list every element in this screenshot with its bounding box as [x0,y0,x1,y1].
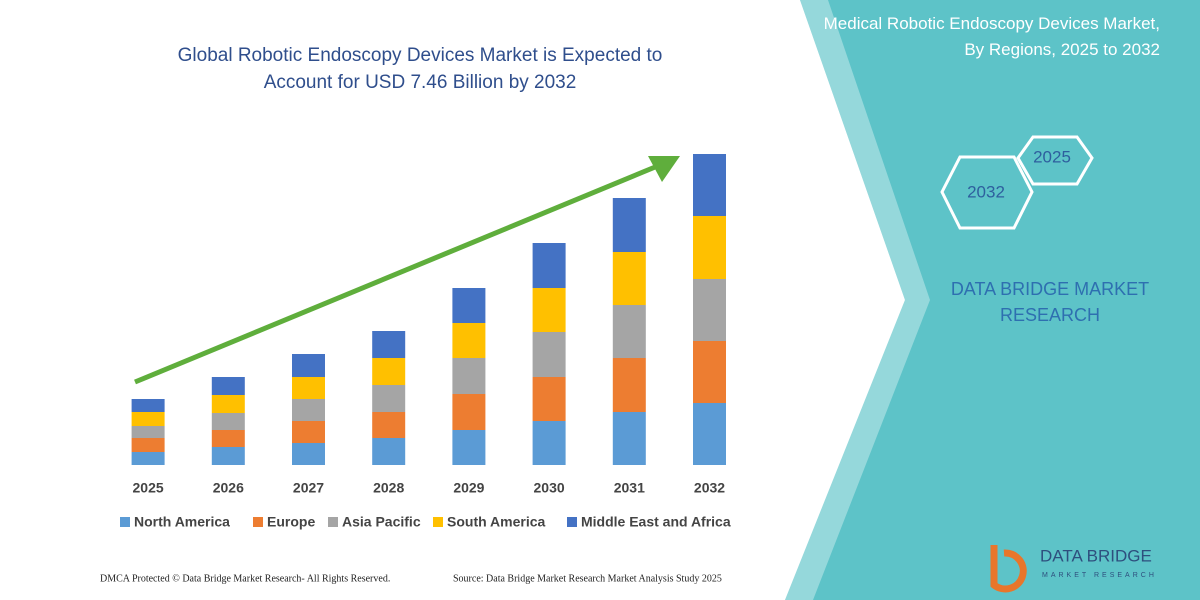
bar-segment [532,288,566,332]
hexagon [940,155,1034,230]
bar-segment [532,243,566,288]
bar-segment [612,198,646,252]
bar-segment [372,331,406,358]
bar-segment [292,354,325,377]
chart-title: Global Robotic Endoscopy Devices Market … [178,45,663,93]
bar-segment [211,430,245,447]
bar-segment [131,452,165,465]
bar-segment [211,447,245,465]
hexagon-label: 2032 [967,182,1005,201]
bar-segment [131,438,165,452]
bar-segment [372,438,406,465]
bar-segment [211,413,245,430]
arrow-head [648,156,680,182]
x-tick-label: 2030 [534,480,565,496]
bar-segment [612,412,646,465]
bar-segment [292,399,325,421]
bar-segment [211,395,245,413]
bar-segment [693,154,726,216]
bar-segment [532,332,566,377]
bar-segment [612,305,646,358]
bar-segment [612,358,646,412]
bar-segment [532,377,566,421]
footer-right: Source: Data Bridge Market Research Mark… [453,573,722,584]
bar-segment [693,341,726,403]
logo-subtext: MARKET RESEARCH [1042,572,1157,579]
legend-swatch [433,517,443,527]
bar-segment [292,377,325,399]
bar-segment [372,385,406,412]
bar-segment [452,288,486,323]
x-tick-label: 2032 [694,480,725,496]
legend-swatch [253,517,263,527]
legend-swatch [120,517,130,527]
bar-segment [693,216,726,279]
bar-segment [452,430,486,465]
hexagon-label: 2025 [1033,147,1071,166]
brand: DATA BRIDGE MARKET RESEARCH [951,279,1149,325]
bar-segment [211,377,245,395]
x-tick-label: 2029 [453,480,484,496]
legend-swatch [328,517,338,527]
legend-label: Middle East and Africa [581,514,731,530]
x-tick-label: 2025 [133,480,164,496]
legend-label: Asia Pacific [342,514,421,530]
bar-segment [452,323,486,358]
legend-swatch [567,517,577,527]
legend-label: Europe [267,514,315,530]
side-panel [785,0,1200,600]
logo-text: DATA BRIDGE [1040,546,1152,565]
bar-segment [372,358,406,385]
legend-label: North America [134,514,230,530]
chart: 2025 2026 2027 2028 2029 2030 2031 2032 North Am… [120,154,731,530]
bar-segment [693,403,726,465]
footer-left: DMCA Protected © Data Bridge Market Rese… [100,573,390,584]
bar-segment [292,443,325,465]
bar-segment [532,421,566,465]
x-tick-label: 2026 [213,480,244,496]
hexagon [1016,135,1094,186]
bar-segment [372,412,406,438]
panel-title: Medical Robotic Endoscopy Devices Market… [824,14,1160,59]
logo-mark [990,545,1027,593]
x-tick-label: 2031 [614,480,645,496]
bar-segment [693,279,726,341]
bar-segment [452,358,486,394]
bar-segment [131,412,165,426]
x-tick-label: 2028 [373,480,404,496]
legend-label: South America [447,514,545,530]
panel-edge [785,0,930,600]
bar-segment [131,426,165,438]
bar-segment [452,394,486,430]
bar-segment [131,399,165,412]
bar-segment [612,252,646,305]
bar-segment [292,421,325,443]
x-tick-label: 2027 [293,480,324,496]
trend-arrow [134,162,661,385]
